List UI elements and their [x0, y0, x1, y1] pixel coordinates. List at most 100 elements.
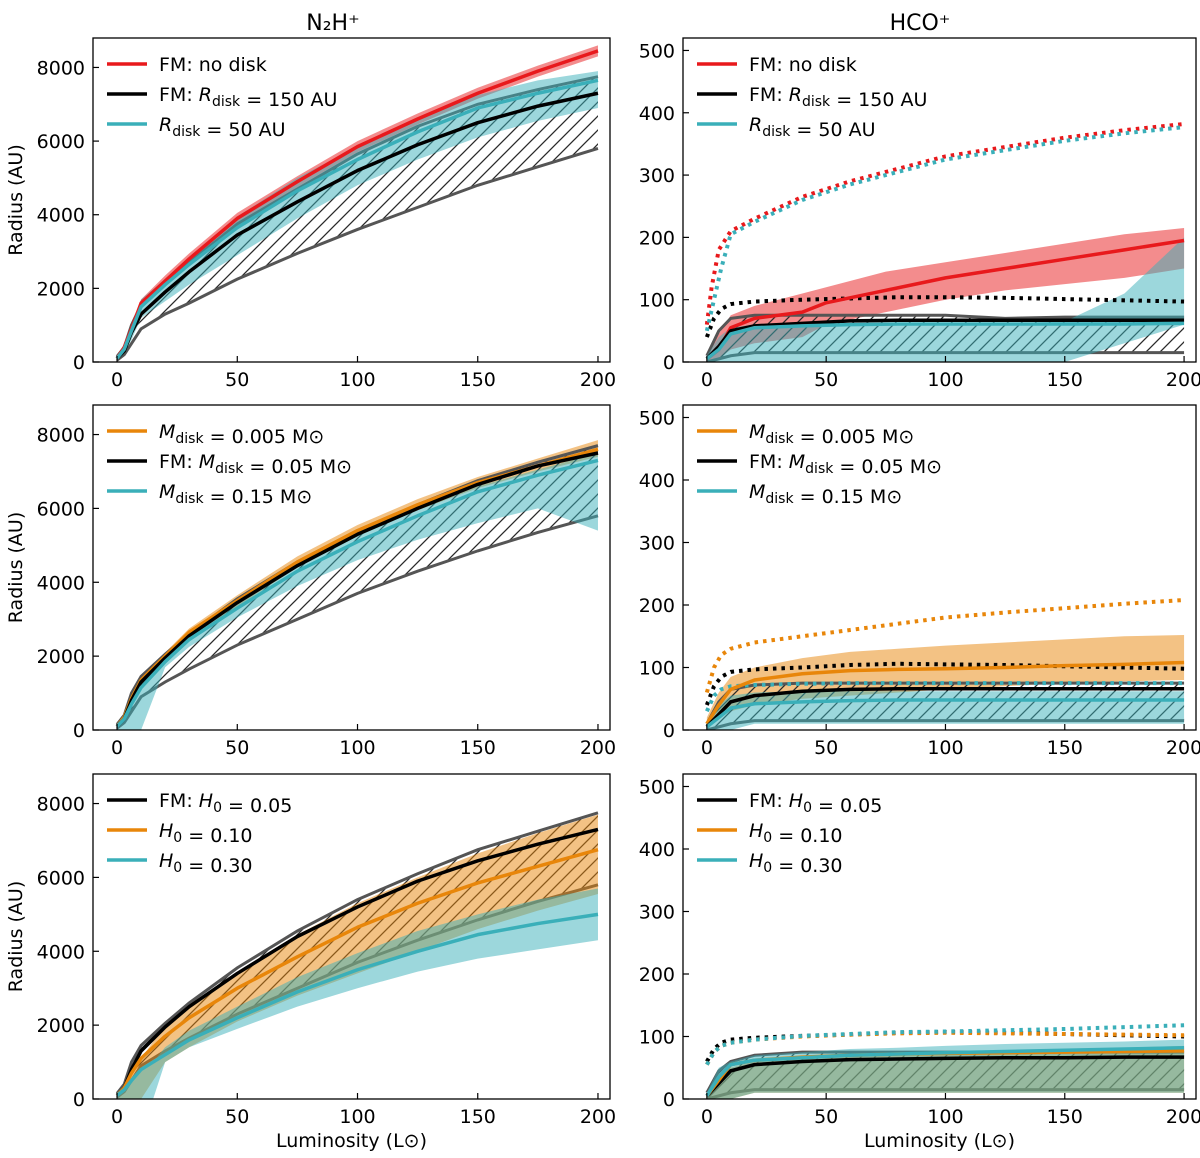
legend-label: FM: Mdisk = 0.05 M⊙ [749, 451, 942, 478]
y-tick-label: 0 [73, 1089, 85, 1111]
x-tick-label: 50 [814, 369, 838, 391]
legend-label: Mdisk = 0.005 M⊙ [749, 421, 914, 448]
y-tick-label: 0 [663, 352, 675, 374]
x-tick-label: 150 [460, 369, 496, 391]
x-tick-label: 150 [460, 737, 496, 759]
plot-area [704, 121, 1185, 362]
series-line [115, 827, 599, 1097]
y-tick-label: 400 [639, 103, 675, 125]
y-tick-label: 6000 [37, 498, 85, 520]
x-tick-label: 0 [701, 369, 713, 391]
y-axis-label: Radius (AU) [5, 144, 27, 255]
y-tick-label: 500 [639, 40, 675, 62]
y-tick-label: 6000 [37, 131, 85, 153]
y-tick-label: 2000 [37, 278, 85, 300]
legend-label: Mdisk = 0.15 M⊙ [749, 481, 902, 508]
column-title-right: HCO⁺ [890, 11, 951, 36]
series-line [705, 1055, 1185, 1098]
legend-label: FM: no disk [159, 54, 267, 76]
y-tick-label: 300 [639, 533, 675, 555]
series-line [705, 321, 1185, 361]
axes-frame [92, 37, 611, 363]
plot-area [704, 598, 1185, 730]
column-title-left: N₂H⁺ [306, 11, 359, 36]
x-tick-label: 200 [1166, 1106, 1200, 1128]
y-tick-label: 300 [639, 165, 675, 187]
x-tick-label: 100 [927, 737, 963, 759]
x-tick-label: 50 [225, 737, 249, 759]
legend: FM: no disk FM: Rdisk = 150 AU Rdisk = 50 … [697, 54, 927, 141]
axes-frame [682, 37, 1197, 363]
band-edge-lower [116, 147, 599, 362]
y-tick-label: 200 [639, 227, 675, 249]
legend-label: FM: Rdisk = 150 AU [159, 84, 337, 111]
series-line [705, 1023, 1185, 1066]
y-tick-label: 6000 [37, 867, 85, 889]
uncertainty-band [706, 237, 1185, 362]
series-line [115, 78, 599, 360]
legend-label: Rdisk = 50 AU [159, 114, 286, 141]
legend-label: H0 = 0.30 [749, 850, 843, 877]
uncertainty-band-hatched [117, 76, 598, 361]
x-tick-label: 50 [225, 369, 249, 391]
legend-label: H0 = 0.30 [159, 850, 253, 877]
chart-panel-6: 0 50 100 150 200 0 100 200 300 400 500 Luminosity (… [639, 773, 1200, 1152]
series-line [705, 660, 1185, 725]
legend: FM: no disk FM: Rdisk = 150 AU Rdisk = 50 … [107, 54, 337, 141]
x-tick-label: 50 [814, 1106, 838, 1128]
axes-frame [92, 404, 611, 731]
band-edge-upper [115, 811, 599, 1095]
x-tick-label: 200 [1166, 369, 1200, 391]
y-tick-label: 400 [639, 839, 675, 861]
x-tick-label: 200 [580, 737, 616, 759]
y-axis-label: Radius (AU) [5, 881, 27, 992]
y-tick-label: 2000 [37, 646, 85, 668]
legend-label: Mdisk = 0.15 M⊙ [159, 481, 312, 508]
x-tick-label: 150 [460, 1106, 496, 1128]
x-tick-label: 50 [225, 1106, 249, 1128]
chart-panel-4: 0 50 100 150 200 0 100 200 300 400 500 Mdisk = 0.00… [639, 404, 1200, 759]
y-tick-label: 8000 [37, 794, 85, 816]
legend-label: FM: H0 = 0.05 [749, 790, 882, 817]
series-line [705, 681, 1185, 713]
x-axis-label: Luminosity (L⊙) [864, 1130, 1015, 1152]
uncertainty-band [117, 71, 598, 361]
y-tick-label: 200 [639, 964, 675, 986]
y-tick-label: 0 [73, 720, 85, 742]
plot-area [115, 440, 599, 730]
x-tick-label: 100 [927, 369, 963, 391]
series-line [705, 1046, 1185, 1097]
legend-label: Mdisk = 0.005 M⊙ [159, 421, 324, 448]
y-tick-label: 400 [639, 470, 675, 492]
y-tick-label: 0 [73, 352, 85, 374]
axes-frame [682, 773, 1197, 1100]
y-tick-label: 500 [639, 777, 675, 799]
y-tick-label: 100 [639, 1027, 675, 1049]
y-tick-label: 100 [639, 290, 675, 312]
series-line [705, 698, 1185, 729]
y-tick-label: 2000 [37, 1015, 85, 1037]
legend-label: FM: no disk [749, 54, 857, 76]
legend-label: FM: Rdisk = 150 AU [749, 84, 927, 111]
legend-label: H0 = 0.10 [159, 820, 253, 847]
x-tick-label: 150 [1047, 737, 1083, 759]
y-tick-label: 0 [663, 720, 675, 742]
x-tick-label: 100 [927, 1106, 963, 1128]
series-line [115, 458, 599, 728]
series-line [705, 318, 1185, 361]
plot-area [115, 811, 599, 1099]
series-line [704, 598, 1185, 694]
series-line [115, 848, 599, 1097]
legend: FM: H0 = 0.05 H0 = 0.10 H0 = 0.30 [697, 790, 882, 877]
x-tick-label: 0 [111, 1106, 123, 1128]
x-tick-label: 200 [580, 1106, 616, 1128]
y-tick-label: 8000 [37, 425, 85, 447]
axes-frame [92, 773, 611, 1100]
x-tick-label: 200 [1166, 737, 1200, 759]
x-tick-label: 0 [111, 737, 123, 759]
x-tick-label: 0 [701, 1106, 713, 1128]
x-axis-label: Luminosity (L⊙) [276, 1130, 427, 1152]
